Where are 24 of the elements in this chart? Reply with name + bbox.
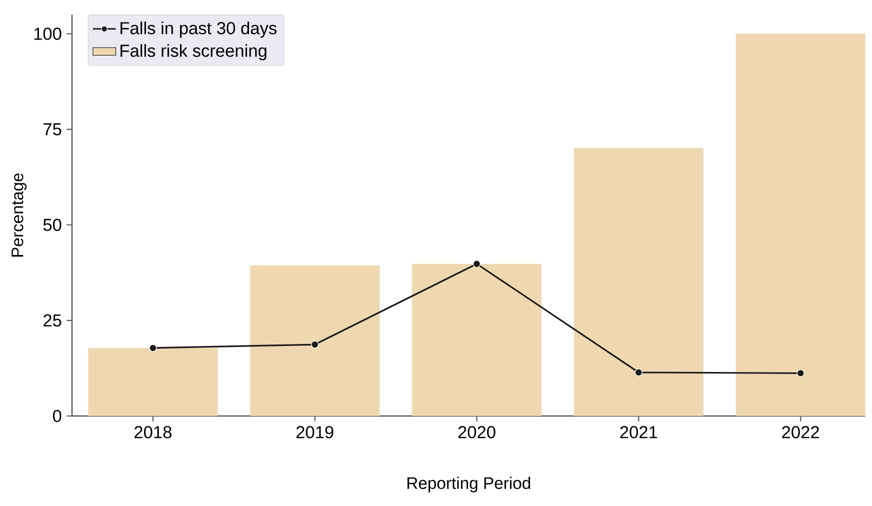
y-tick-label: 100 <box>34 28 62 40</box>
y-tick-label: 75 <box>44 123 62 136</box>
point <box>634 368 642 376</box>
x-axis-title: Reporting Period <box>407 476 530 492</box>
bar <box>88 348 218 416</box>
x-tick-label: 2020 <box>458 426 496 438</box>
legend-label: Falls in past 30 days <box>120 22 277 38</box>
bar <box>250 265 380 416</box>
bar <box>412 264 542 416</box>
bar <box>574 148 704 416</box>
y-tick-label: 0 <box>52 410 62 422</box>
x-tick-label: 2019 <box>296 426 334 438</box>
point <box>311 340 319 348</box>
y-tick-label: 50 <box>43 218 62 232</box>
x-tick-label: 2022 <box>782 426 819 438</box>
point <box>472 260 481 268</box>
legend-label: Falls risk screening <box>120 44 266 60</box>
bar <box>736 34 866 416</box>
x-tick-label: 2021 <box>620 426 658 438</box>
x-tick-label: 2018 <box>134 426 172 438</box>
y-tick-label: 25 <box>44 314 62 327</box>
point <box>796 369 804 377</box>
y-axis-title: Percentage <box>12 173 27 257</box>
point <box>149 344 157 352</box>
